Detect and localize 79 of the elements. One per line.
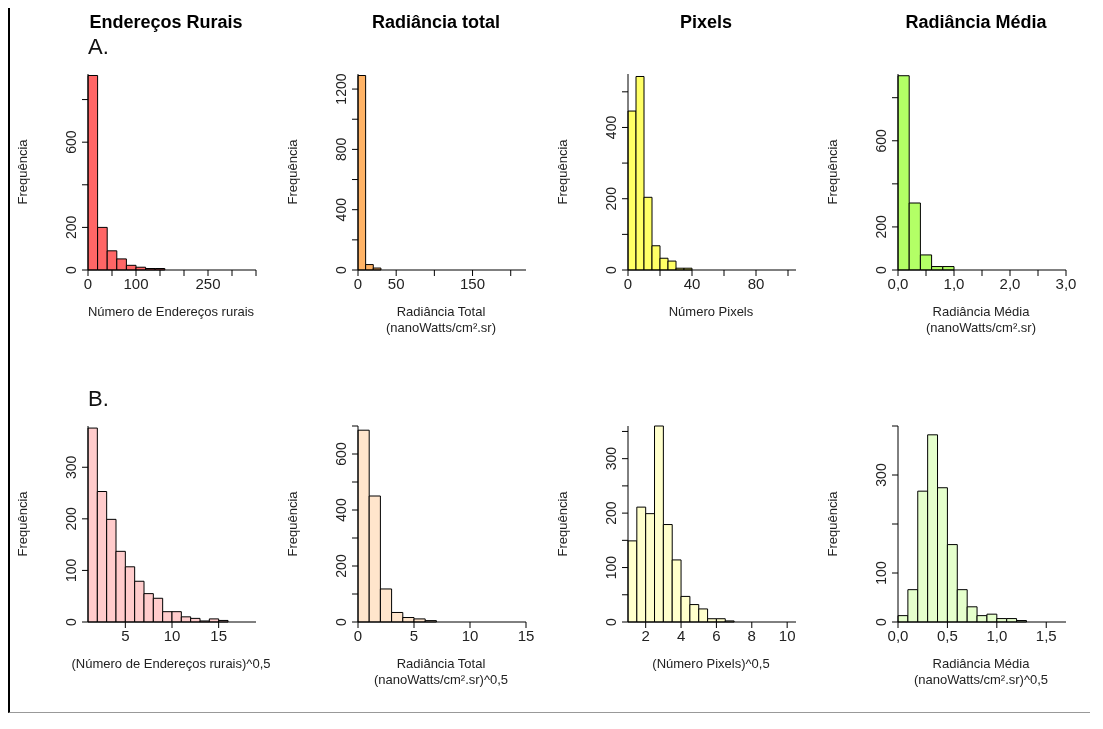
x-axis-title: Radiância Total (nanoWatts/cm².sr)^0,5	[372, 656, 510, 688]
y-tick-label: 600	[873, 128, 889, 153]
x-tick-label: 0	[83, 274, 93, 292]
x-tick-label: 5	[409, 626, 419, 644]
y-tick-label: 100	[603, 555, 619, 580]
y-tick-label: 600	[333, 442, 349, 466]
x-axis-title: Radiância Total (nanoWatts/cm².sr)	[385, 304, 497, 336]
x-tick-label: 0	[623, 274, 633, 292]
y-tick-label: 300	[603, 446, 619, 471]
x-tick-label: 10	[461, 626, 479, 644]
x-tick-label: 3,0	[1055, 274, 1077, 292]
x-tick-label: 0,0	[887, 626, 909, 644]
chart-title: Pixels	[678, 11, 733, 34]
x-tick-label: 10	[163, 626, 181, 644]
y-tick-label: 300	[873, 463, 889, 487]
y-tick-label: 200	[63, 506, 79, 531]
text: A.	[88, 34, 109, 60]
x-tick-label: 0,5	[936, 626, 958, 644]
x-tick-label: 250	[195, 274, 221, 292]
y-tick-label: 0	[63, 265, 79, 274]
y-tick-label: 0	[603, 617, 619, 626]
y-tick-label: 200	[873, 215, 889, 239]
x-tick-label: 10	[778, 626, 796, 644]
y-tick-label: 0	[333, 617, 349, 626]
x-tick-label: 15	[517, 626, 535, 644]
x-tick-label: 0	[353, 626, 363, 644]
y-tick-label: 1200	[333, 73, 349, 105]
x-tick-label: 0,0	[887, 274, 909, 292]
y-axis-title: Frequência	[14, 490, 30, 557]
x-axis-title: Número de Endereços rurais	[86, 304, 256, 320]
y-axis-title: Frequência	[284, 490, 300, 557]
x-axis-title: Número Pixels	[667, 304, 755, 320]
y-tick-label: 200	[603, 501, 619, 525]
y-tick-label: 800	[333, 137, 349, 162]
x-tick-label: 1,0	[986, 626, 1008, 644]
x-tick-label: 2,0	[999, 274, 1021, 292]
y-tick-label: 200	[333, 554, 349, 578]
y-tick-label: 0	[873, 617, 889, 626]
y-tick-label: 200	[63, 215, 79, 240]
y-tick-label: 100	[63, 558, 79, 583]
x-axis-title: Radiância Média (nanoWatts/cm².sr)^0,5	[912, 656, 1050, 688]
y-tick-label: 600	[63, 130, 79, 154]
y-tick-label: 100	[873, 561, 889, 585]
y-tick-label: 400	[333, 197, 349, 222]
chart-title: Endereços Rurais	[89, 12, 243, 32]
x-axis-title: (Número de Endereços rurais)^0,5	[70, 656, 272, 672]
x-tick-label: 2	[641, 626, 650, 644]
x-axis-title: Radiância Média (nanoWatts/cm².sr)	[925, 304, 1037, 336]
x-tick-label: 1,0	[943, 274, 965, 292]
x-tick-label: 1,5	[1035, 626, 1057, 644]
y-tick-label: 0	[333, 265, 349, 274]
y-tick-label: 200	[603, 186, 619, 211]
y-tick-label: 400	[333, 498, 349, 522]
x-tick-label: 8	[747, 626, 756, 644]
x-tick-label: 40	[683, 274, 701, 292]
y-tick-label: 0	[603, 265, 619, 274]
y-tick-label: 400	[603, 115, 619, 140]
y-axis-title: Frequência	[554, 490, 570, 557]
chart-title: Radiância Média	[904, 11, 1048, 34]
x-tick-label: 150	[460, 274, 486, 292]
x-tick-label: 100	[123, 274, 149, 292]
y-axis-title: Frequência	[284, 138, 300, 205]
x-tick-label: 50	[387, 274, 405, 292]
x-tick-label: 5	[121, 626, 130, 644]
y-tick-label: 0	[873, 265, 889, 274]
y-tick-label: 300	[63, 455, 79, 479]
y-axis-title: Frequência	[824, 490, 840, 557]
x-tick-label: 4	[676, 626, 686, 644]
x-axis-title: (Número Pixels)^0,5	[651, 656, 771, 672]
x-tick-label: 6	[712, 626, 721, 644]
x-tick-label: 15	[210, 626, 228, 644]
chart-title: Radiância total	[371, 11, 501, 34]
y-tick-label: 0	[63, 617, 79, 626]
y-axis-title: Frequência	[554, 138, 570, 205]
y-axis-title: Frequência	[824, 138, 840, 205]
text: B.	[88, 386, 109, 412]
x-tick-label: 0	[353, 274, 363, 292]
x-tick-label: 80	[747, 274, 765, 292]
y-axis-title: Frequência	[14, 138, 30, 205]
